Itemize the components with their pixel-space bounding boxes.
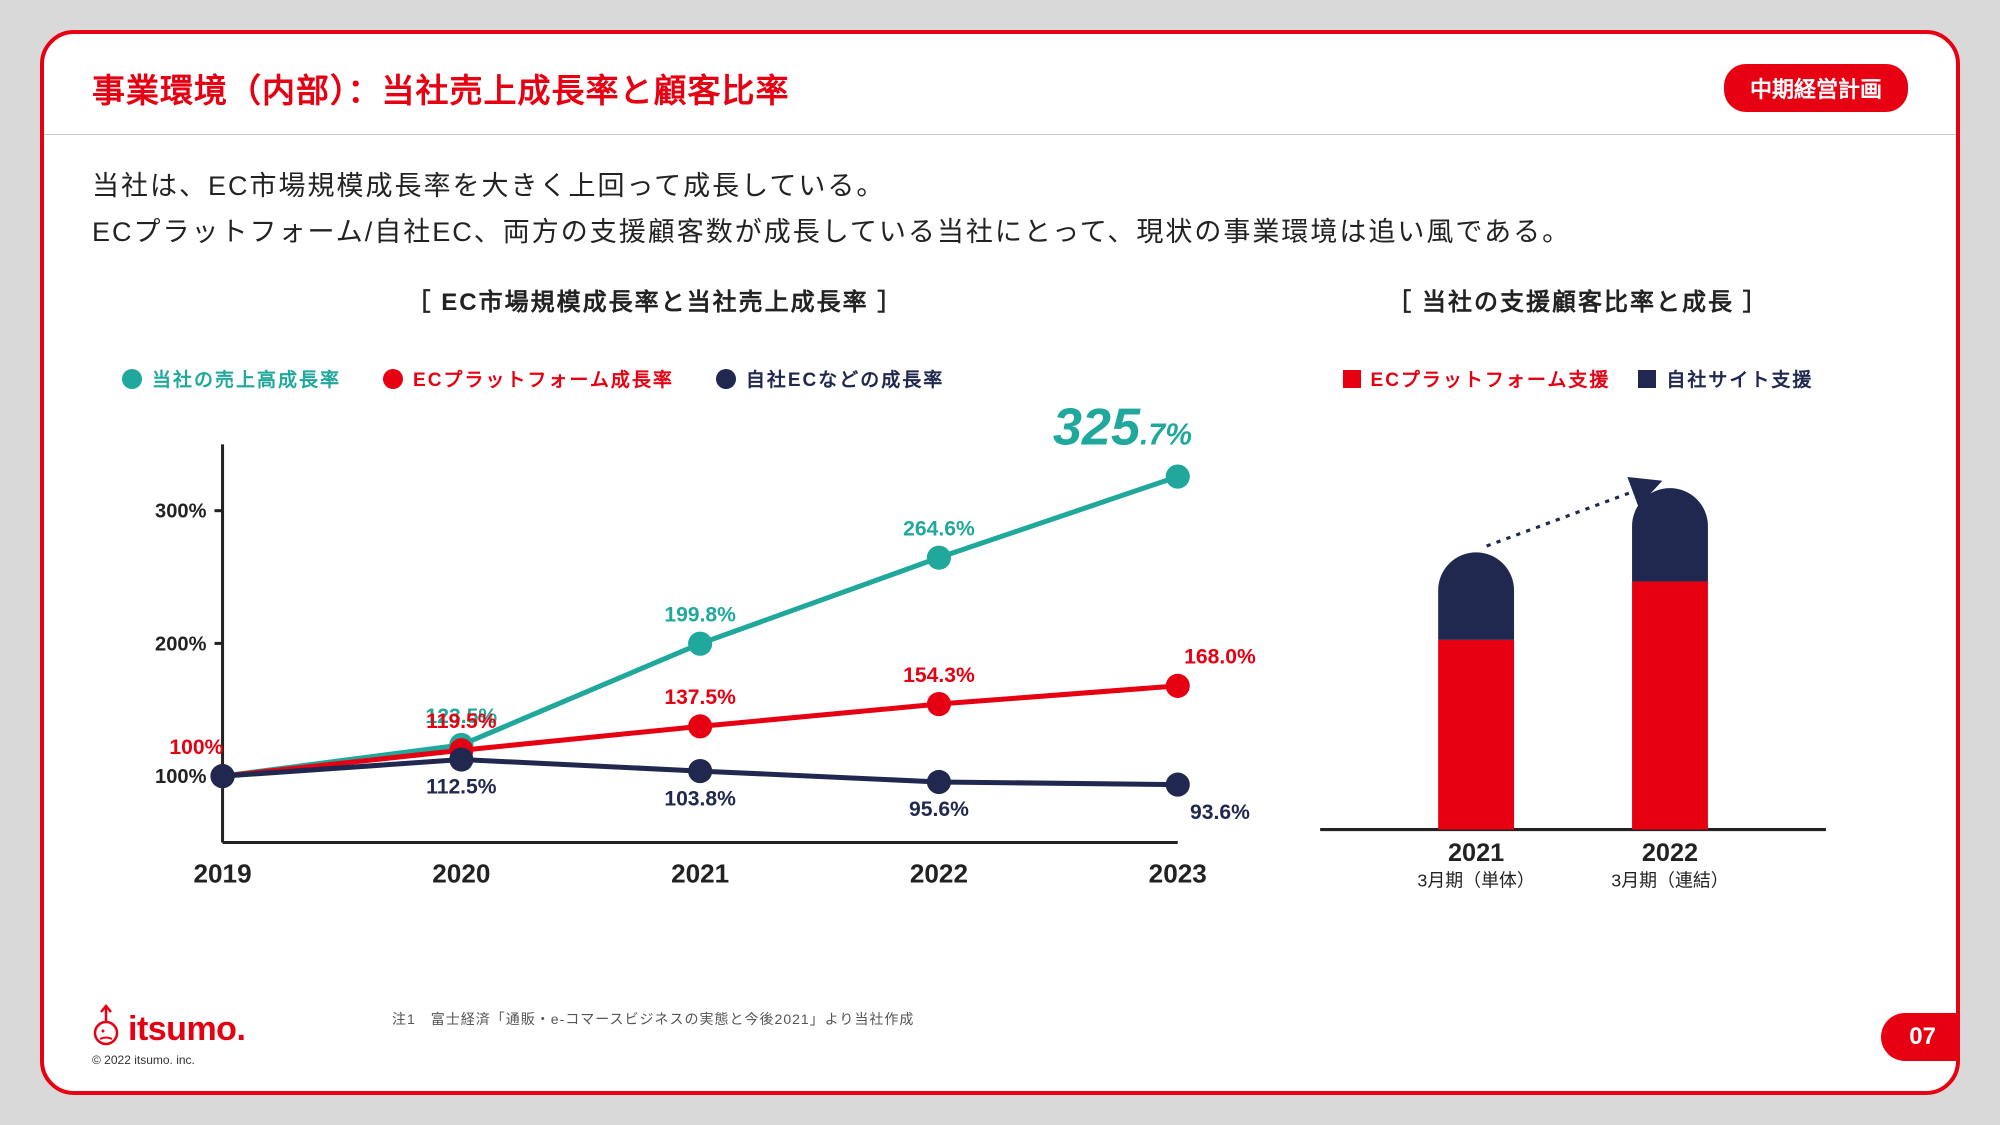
- svg-text:100%: 100%: [169, 736, 223, 759]
- legend-label: 自社サイト支援: [1666, 365, 1813, 392]
- svg-text:112.5%: 112.5%: [426, 776, 497, 799]
- header-divider: [44, 134, 1956, 135]
- legend-dot-icon: [716, 369, 736, 389]
- page-number: 07: [1881, 1013, 1960, 1061]
- svg-text:2021: 2021: [671, 859, 729, 889]
- line-chart-legend: 当社の売上高成長率 ECプラットフォーム成長率 自社ECなどの成長率: [92, 365, 1218, 392]
- svg-text:154.3%: 154.3%: [903, 664, 975, 687]
- svg-text:2023: 2023: [1149, 859, 1207, 889]
- line-chart-title: ［ EC市場規模成長率と当社売上成長率 ］: [92, 282, 1218, 317]
- bar-chart-legend: ECプラットフォーム支援 自社サイト支援: [1248, 365, 1908, 392]
- bar-chart-svg: 2021 3月期（単体） 2022 3月期（連結）: [1278, 422, 1868, 921]
- legend-item: 自社ECなどの成長率: [716, 365, 944, 392]
- charts-area: ［ EC市場規模成長率と当社売上成長率 ］ 当社の売上高成長率 ECプラットフォ…: [92, 282, 1908, 981]
- svg-text:119.5%: 119.5%: [426, 710, 497, 733]
- bar-chart-title: ［ 当社の支援顧客比率と成長 ］: [1248, 282, 1908, 317]
- legend-label: ECプラットフォーム成長率: [413, 365, 674, 392]
- legend-dot-icon: [122, 369, 142, 389]
- svg-text:200%: 200%: [155, 633, 207, 655]
- legend-label: ECプラットフォーム支援: [1371, 365, 1611, 392]
- legend-item: ECプラットフォーム成長率: [383, 365, 674, 392]
- svg-text:2022: 2022: [910, 859, 968, 889]
- bar-chart-panel: ［ 当社の支援顧客比率と成長 ］ ECプラットフォーム支援 自社サイト支援 20…: [1218, 282, 1908, 981]
- lead-line-1: 当社は、EC市場規模成長率を大きく上回って成長している。: [92, 164, 1908, 210]
- page-title: 事業環境（内部）：当社売上成長率と顧客比率: [92, 64, 1908, 112]
- legend-label: 当社の売上高成長率: [152, 365, 341, 392]
- svg-text:3月期（連結）: 3月期（連結）: [1611, 870, 1728, 890]
- legend-item: ECプラットフォーム支援: [1343, 365, 1611, 392]
- plan-badge: 中期経営計画: [1724, 64, 1908, 112]
- chart-footnote: 注1 富士経済「通販・e-コマースビジネスの実態と今後2021」より当社作成: [392, 1009, 914, 1029]
- svg-text:137.5%: 137.5%: [664, 686, 736, 709]
- lead-line-2: ECプラットフォーム/自社EC、両方の支援顧客数が成長している当社にとって、現状…: [92, 210, 1908, 256]
- svg-text:264.6%: 264.6%: [903, 518, 975, 541]
- bar-chart: 2021 3月期（単体） 2022 3月期（連結）: [1278, 422, 1868, 921]
- line-chart-panel: ［ EC市場規模成長率と当社売上成長率 ］ 当社の売上高成長率 ECプラットフォ…: [92, 282, 1218, 981]
- legend-label: 自社ECなどの成長率: [746, 365, 944, 392]
- legend-dot-icon: [383, 369, 403, 389]
- logo-icon: [92, 1003, 120, 1049]
- svg-text:95.6%: 95.6%: [909, 798, 969, 821]
- line-chart-svg: 100%200%300%20192020202120222023123.5%19…: [122, 402, 1208, 921]
- legend-square-icon: [1343, 370, 1361, 388]
- logo: itsumo.: [92, 1003, 245, 1049]
- lead-text: 当社は、EC市場規模成長率を大きく上回って成長している。 ECプラットフォーム/…: [92, 164, 1908, 256]
- legend-square-icon: [1638, 370, 1656, 388]
- svg-text:199.8%: 199.8%: [664, 604, 736, 627]
- legend-item: 当社の売上高成長率: [122, 365, 341, 392]
- svg-text:300%: 300%: [155, 501, 207, 523]
- svg-text:103.8%: 103.8%: [664, 787, 736, 810]
- slide: 事業環境（内部）：当社売上成長率と顧客比率 中期経営計画 当社は、EC市場規模成…: [40, 30, 1960, 1095]
- logo-block: itsumo. © 2022 itsumo. inc.: [92, 1003, 245, 1067]
- svg-text:325.7%: 325.7%: [1053, 398, 1192, 456]
- svg-text:2020: 2020: [432, 859, 490, 889]
- svg-text:100%: 100%: [155, 766, 207, 788]
- legend-item: 自社サイト支援: [1638, 365, 1813, 392]
- header: 事業環境（内部）：当社売上成長率と顧客比率 中期経営計画: [92, 64, 1908, 134]
- logo-text: itsumo.: [128, 1010, 245, 1049]
- svg-text:2019: 2019: [193, 859, 251, 889]
- copyright: © 2022 itsumo. inc.: [92, 1053, 245, 1067]
- svg-text:3月期（単体）: 3月期（単体）: [1417, 870, 1534, 890]
- line-chart: 100%200%300%20192020202120222023123.5%19…: [122, 402, 1208, 921]
- svg-text:2021: 2021: [1448, 839, 1504, 867]
- svg-text:2022: 2022: [1642, 839, 1698, 867]
